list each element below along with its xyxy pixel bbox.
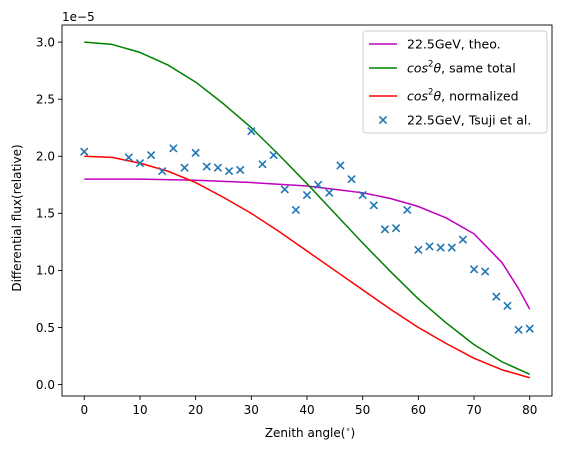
series-4-point xyxy=(258,160,267,169)
series-4-point xyxy=(224,166,234,176)
y-offset-label: 1e−5 xyxy=(62,10,95,24)
series-4-point xyxy=(247,126,256,136)
legend-label-series-1: 22.5GeV, theo. xyxy=(407,37,501,52)
series-4-point xyxy=(236,165,245,175)
x-tick-label: 0 xyxy=(80,403,88,417)
series-4-point xyxy=(514,325,523,334)
x-axis-label-text: Zenith angle( xyxy=(265,426,346,440)
y-tick-label: 2.5 xyxy=(36,93,55,107)
series-4-point xyxy=(447,243,456,252)
x-tick-label: 70 xyxy=(466,403,481,417)
x-axis-label-close: ) xyxy=(350,426,355,440)
y-tick-label: 3.0 xyxy=(36,35,55,49)
series-4-point xyxy=(169,144,178,153)
series-4-point xyxy=(325,188,334,197)
x-axis-label: Zenith angle(∘) xyxy=(265,425,355,440)
series-4-point xyxy=(414,245,423,255)
series-4-point xyxy=(403,205,412,215)
series-4-point xyxy=(291,205,301,215)
x-tick-label: 60 xyxy=(411,403,426,417)
x-tick-label: 50 xyxy=(355,403,370,417)
series-4-point xyxy=(391,224,401,233)
plot-area xyxy=(80,41,534,379)
x-tick-label: 80 xyxy=(522,403,537,417)
series-4-point xyxy=(280,185,289,194)
x-tick-label: 40 xyxy=(299,403,314,417)
series-4-point xyxy=(124,153,133,162)
series-4-point xyxy=(469,265,479,274)
axes: 0 10 20 30 40 50 60 70 80 0.0 0.5 1.0 1.5 2.0 2.5 3.0 xyxy=(36,24,553,417)
legend: 22.5GeV, theo. cos2θ, same total cos2θ, no… xyxy=(362,30,548,134)
series-4-point xyxy=(146,150,156,160)
legend-box xyxy=(362,30,548,134)
legend-label-series-2: cos2θ, same total xyxy=(407,60,516,76)
y-tick-label: 1.0 xyxy=(36,264,55,278)
series-4-point xyxy=(269,150,278,160)
series-4-point xyxy=(492,292,501,301)
series-4-point xyxy=(481,267,490,276)
series-4-point xyxy=(369,201,378,210)
series-4-point xyxy=(425,242,434,251)
series-2-line xyxy=(84,41,531,375)
series-4-point xyxy=(436,243,445,252)
x-tick-label: 10 xyxy=(132,403,147,417)
series-4-point xyxy=(358,190,367,200)
y-tick-label: 1.5 xyxy=(36,207,55,221)
series-4-point xyxy=(158,166,167,176)
legend-label-series-4: 22.5GeV, Tsuji et al. xyxy=(407,113,531,128)
x-tick-label: 30 xyxy=(244,403,259,417)
y-tick-label: 0.5 xyxy=(36,321,55,335)
series-4-point xyxy=(380,225,390,234)
series-4-point xyxy=(347,174,356,184)
series-4-point xyxy=(525,324,534,333)
series-4-point xyxy=(191,148,200,158)
series-1-line xyxy=(84,178,531,310)
series-4-point xyxy=(80,147,89,156)
legend-swatch-series-4 xyxy=(378,115,388,125)
series-4-point xyxy=(313,180,323,189)
series-4-point xyxy=(180,163,189,172)
series-4-point xyxy=(302,190,312,200)
y-tick-label: 0.0 xyxy=(36,378,55,392)
series-4-point xyxy=(213,163,223,172)
x-axis-label-degree: ∘ xyxy=(345,425,350,434)
series-4-point xyxy=(202,162,211,171)
y-axis-label: Differential flux(relative) xyxy=(10,144,24,291)
x-tick-label: 20 xyxy=(188,403,203,417)
series-4-point xyxy=(336,161,345,170)
series-4-point xyxy=(458,235,468,244)
legend-label-series-3: cos2θ, normalized xyxy=(407,88,519,104)
axis-text: 1e−5 Differential flux(relative) Zenith … xyxy=(10,10,355,440)
series-4-point xyxy=(135,158,145,168)
y-tick-label: 2.0 xyxy=(36,150,55,164)
series-4-point xyxy=(503,301,512,310)
